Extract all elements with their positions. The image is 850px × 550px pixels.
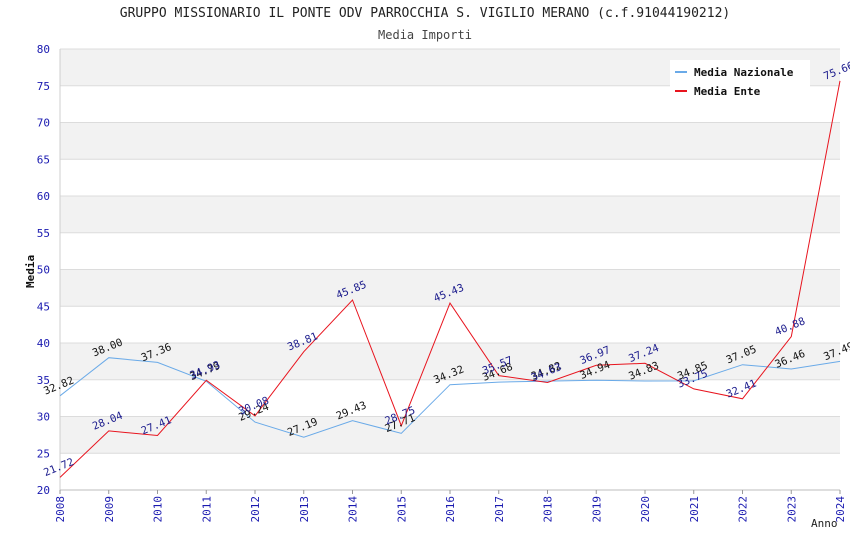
grid-bands xyxy=(59,48,840,491)
x-axis-title: Anno xyxy=(811,517,838,530)
y-tick-label: 65 xyxy=(37,153,50,166)
legend-label: Media Ente xyxy=(694,85,761,98)
series-lines xyxy=(59,80,841,478)
x-tick-label: 2019 xyxy=(590,496,603,523)
x-tick-label: 2023 xyxy=(785,496,798,523)
x-tick-label: 2011 xyxy=(200,496,213,523)
series-line-media-nazionale xyxy=(59,357,841,438)
chart-title: GRUPPO MISSIONARIO IL PONTE ODV PARROCCH… xyxy=(119,6,731,21)
grid-band xyxy=(60,122,840,160)
legend-label: Media Nazionale xyxy=(694,66,794,79)
grid-band xyxy=(60,196,840,233)
x-tick-label: 2015 xyxy=(395,496,408,523)
y-tick-label: 40 xyxy=(37,337,50,350)
chart-subtitle: Media Importi xyxy=(378,28,472,42)
series-line-media-ente xyxy=(59,80,841,478)
y-tick-label: 35 xyxy=(37,374,50,387)
x-tick-label: 2020 xyxy=(639,496,652,523)
y-tick-label: 45 xyxy=(37,300,50,313)
grid-band xyxy=(60,416,840,454)
grid-band xyxy=(60,232,840,270)
x-axis: 2008 2009 2010 2011 2012 2013 2014 2015 2016 2017… xyxy=(54,490,847,523)
grid-band xyxy=(60,306,840,343)
y-tick-label: 30 xyxy=(37,411,50,424)
y-axis-title: Media xyxy=(24,255,37,288)
x-tick-label: 2009 xyxy=(103,496,116,523)
x-tick-label: 2022 xyxy=(737,496,750,523)
x-tick-label: 2014 xyxy=(347,496,360,523)
x-tick-label: 2021 xyxy=(688,496,701,523)
x-tick-label: 2013 xyxy=(298,496,311,523)
y-tick-label: 80 xyxy=(37,43,50,56)
x-tick-label: 2024 xyxy=(834,496,847,523)
x-tick-label: 2012 xyxy=(249,496,262,523)
grid-band xyxy=(60,269,840,307)
grid-band xyxy=(60,453,840,490)
y-tick-label: 60 xyxy=(37,190,50,203)
y-tick-label: 75 xyxy=(37,80,50,93)
legend-box xyxy=(670,60,810,100)
y-tick-label: 50 xyxy=(37,264,50,277)
x-tick-label: 2008 xyxy=(54,496,67,523)
grid-band xyxy=(60,159,840,196)
y-tick-label: 70 xyxy=(37,117,50,130)
y-tick-label: 20 xyxy=(37,484,50,497)
grid-band xyxy=(60,343,840,380)
y-tick-label: 25 xyxy=(37,447,50,460)
x-tick-label: 2017 xyxy=(493,496,506,523)
y-tick-label: 55 xyxy=(37,227,50,240)
x-tick-label: 2010 xyxy=(152,496,165,523)
legend: Media Nazionale Media Ente xyxy=(670,60,810,100)
y-axis: 20 25 30 35 40 45 50 55 60 65 70 75 80 xyxy=(37,43,50,497)
x-tick-label: 2016 xyxy=(444,496,457,523)
x-tick-label: 2018 xyxy=(542,496,555,523)
